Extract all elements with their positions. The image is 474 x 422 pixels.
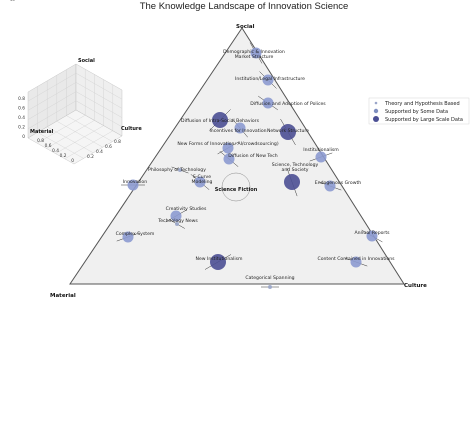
legend-marker-theory	[374, 101, 378, 105]
topic-marker	[175, 222, 179, 226]
topic-label: Creativity Studies	[166, 206, 207, 212]
chart-title: The Knowledge Landscape of Innovation Sc…	[140, 1, 349, 12]
topic-marker	[223, 153, 235, 165]
topic-label: Network Structure	[267, 128, 309, 134]
topic-label: Epistemology	[0, 0, 16, 2]
grid-line	[27, 91, 77, 120]
inset-3d-axes: Social Material Culture 0.80.60.40.200.8…	[18, 58, 142, 165]
grid-line	[75, 91, 123, 118]
topic-label: Diffusion and Adoption of Polices	[250, 101, 326, 107]
legend-box	[368, 97, 470, 125]
legend-item-some-data: Supported by Some Data	[385, 109, 448, 115]
legend-marker-large-data	[373, 116, 379, 122]
grid-line	[37, 132, 84, 159]
topic-marker	[127, 179, 139, 191]
corner-label-social: Social	[236, 24, 255, 30]
topic-marker	[122, 231, 134, 243]
topic-marker	[268, 285, 272, 289]
topic-marker	[194, 176, 206, 188]
tick-label: 0	[22, 134, 25, 140]
topic-marker	[178, 168, 182, 172]
topic-label: Science, Technology and Society	[272, 162, 319, 173]
grid-line	[56, 121, 103, 148]
tick-label: 0.4	[52, 148, 59, 154]
grid-line	[27, 73, 77, 102]
topic-label: Diffusion of New Tech	[228, 153, 277, 159]
tick-label: 0.2	[18, 125, 25, 131]
topic-label: New Forms of Innovation: AI/crowdsourcin…	[177, 141, 278, 147]
grid-line	[75, 82, 123, 109]
topic-label: Technology News	[157, 218, 198, 224]
grid-line	[46, 120, 95, 149]
tick-label: 0.6	[45, 143, 52, 149]
topic-marker	[350, 256, 362, 268]
topic-label: Endogenous Growth	[315, 180, 361, 186]
center-circle	[221, 172, 251, 202]
tick-label: 0.8	[114, 139, 121, 145]
legend-item-theory: Theory and Hypothesis Based	[384, 101, 460, 107]
tick-label: 0.4	[18, 115, 25, 121]
topic-label: Annual Reports	[354, 230, 390, 236]
inset-ticks: 0.80.60.40.200.80.60.40.200.20.40.60.8	[18, 96, 121, 164]
topic-label: Institutionalism	[303, 147, 339, 153]
inset-label-social: Social	[78, 58, 95, 64]
legend-item-large-data: Supported by Large Scale Data	[385, 117, 463, 123]
tick-label: 0.2	[87, 154, 94, 160]
grid-line	[55, 125, 104, 154]
legend-marker-some-data	[373, 108, 379, 114]
topic-labels: Demographic & Innovation Market Structure…	[0, 0, 395, 281]
tick-label: 0.8	[37, 138, 44, 144]
tick-label: 0	[71, 158, 74, 164]
grid-line	[37, 115, 86, 144]
center-label: Science Fiction	[215, 187, 258, 193]
topic-label: S-Curve Modeling	[192, 174, 213, 185]
topic-label: Innovation	[123, 179, 147, 185]
tick-label: 0.6	[105, 144, 112, 150]
topic-marker	[262, 74, 274, 86]
grid-line	[27, 100, 77, 129]
topic-marker	[280, 124, 296, 140]
topic-marker	[234, 122, 246, 134]
inset-grid	[27, 69, 123, 159]
tick-label: 0.4	[96, 149, 103, 155]
topic-label: New Institutionalism	[196, 256, 243, 262]
grid-line	[27, 82, 77, 111]
topic-label: Incentives for Innovation	[209, 128, 266, 134]
topic-marker	[210, 254, 226, 270]
topic-marker	[366, 230, 378, 242]
topic-label: Demographic & Innovation Market Structure	[223, 49, 285, 60]
inset-label-culture: Culture	[121, 126, 142, 132]
inset-floor	[27, 109, 123, 165]
topic-markers	[116, 42, 383, 289]
grid-line	[66, 115, 113, 142]
topic-marker	[212, 112, 228, 128]
corner-label-material: Material	[50, 293, 76, 299]
topic-marker	[222, 142, 234, 154]
topic-label: Complex System	[116, 231, 155, 237]
topic-marker	[324, 180, 336, 192]
grid-line	[75, 73, 123, 100]
topic-marker	[315, 151, 327, 163]
topic-label: Diffusion of Intra-Social Behaviors	[181, 118, 260, 124]
tick-label: 0.6	[18, 106, 25, 112]
topic-marker	[284, 174, 300, 190]
corner-label-culture: Culture	[404, 283, 427, 289]
grid-line	[75, 100, 123, 127]
inset-label-material: Material	[30, 129, 54, 135]
grid-line	[47, 126, 94, 153]
legend: Theory and Hypothesis Based Supported by…	[368, 97, 470, 125]
tick-label: 0.2	[60, 153, 67, 159]
topic-marker	[250, 47, 262, 59]
topic-marker	[170, 210, 182, 222]
grid-line	[64, 130, 113, 159]
tick-label: 0.8	[18, 96, 25, 102]
topic-label: Philosophy of Technology	[148, 167, 206, 173]
topic-label: Categorical Spanning	[245, 275, 294, 281]
topic-marker	[262, 97, 274, 109]
topic-label: Content Contained in Innovations	[317, 256, 395, 262]
topic-label: Institution/Legal Infrastructure	[235, 76, 305, 82]
